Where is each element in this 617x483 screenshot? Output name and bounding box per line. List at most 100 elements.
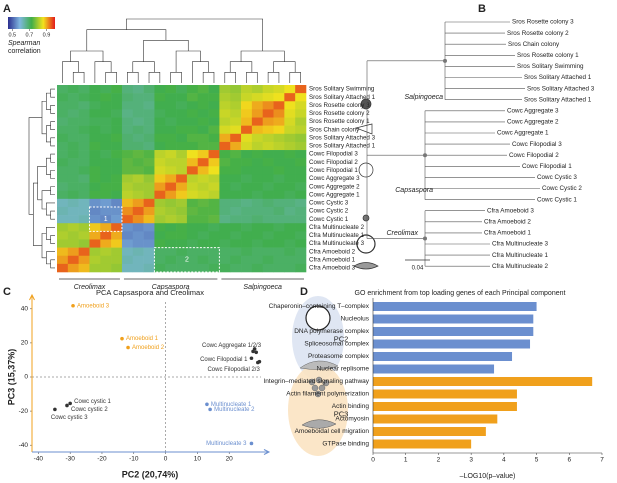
heatmap-cell (251, 125, 263, 135)
heatmap-cell (186, 190, 199, 200)
heatmap-cell (143, 158, 155, 167)
heatmap-cell (230, 247, 242, 257)
leaf-label: Cowc Cystic 2 (542, 185, 582, 192)
heatmap-cell (67, 231, 79, 240)
leaf-label: Cfra Amoeboid 3 (487, 207, 534, 214)
heatmap-cell (186, 125, 199, 135)
heatmap-cell (295, 190, 307, 200)
dendrogram (175, 50, 201, 73)
heatmap-cell (208, 158, 220, 167)
category-label: Actin filament polymerization (286, 391, 369, 398)
dendrogram (46, 202, 55, 216)
dendrogram (72, 72, 85, 83)
heatmap-cell (143, 174, 155, 183)
heatmap-cell (262, 133, 274, 143)
heatmap-cell (176, 109, 188, 118)
heatmap-cell (143, 117, 155, 126)
bar (373, 427, 486, 436)
heatmap-cell (57, 158, 69, 167)
category-label: Actomyosin (335, 416, 369, 423)
dendrogram (143, 40, 189, 62)
heatmap-cell (176, 223, 188, 232)
heatmap-cell (111, 158, 123, 167)
heatmap-cell (230, 93, 242, 102)
heatmap-cell (100, 141, 112, 151)
heatmap-cell (78, 109, 90, 118)
heatmap-cell (78, 239, 90, 248)
dendrogram (41, 233, 47, 259)
heatmap-cell (197, 255, 209, 265)
heatmap-cell (78, 117, 90, 126)
leaf-label: Cowc Cystic 3 (537, 174, 577, 181)
heatmap-cell (121, 223, 134, 232)
heatmap-cell (197, 101, 209, 110)
dendrogram (50, 186, 55, 196)
row-label: Cfra Multinucleate 1 (309, 232, 365, 239)
point (68, 401, 72, 406)
heatmap-cell (230, 190, 242, 200)
heatmap-cell (89, 93, 101, 102)
heatmap-cell (284, 85, 296, 94)
heatmap-cell (273, 239, 285, 248)
point (254, 350, 259, 355)
icon (354, 123, 373, 135)
category-label: DNA polymerase complex (294, 328, 370, 335)
heatmap-cell (154, 117, 166, 126)
heatmap-cell (262, 85, 274, 94)
heatmap-cell (100, 109, 112, 118)
heatmap-cell (67, 182, 79, 191)
heatmap-cell (89, 223, 101, 232)
heatmap-cell (165, 158, 177, 167)
heatmap-cell (143, 85, 155, 94)
row-label: Sros Rosette colony 3 (309, 102, 370, 109)
heatmap-cell (154, 231, 166, 240)
heatmap-cell (241, 263, 253, 273)
row-label: Cowc Aggregate 1 (309, 191, 360, 198)
heatmap-cell (219, 174, 231, 183)
heatmap-cell (295, 263, 307, 273)
x-axis (32, 449, 271, 455)
heatmap-cell (154, 198, 166, 208)
heatmap-cell (57, 133, 69, 143)
heatmap-cell (295, 174, 307, 183)
heatmap-cell (208, 166, 220, 175)
heatmap-cell (241, 182, 253, 191)
illustration (288, 296, 348, 456)
heatmap-cell (121, 101, 134, 110)
row-label: Cowc Aggregate 2 (309, 183, 360, 190)
point-label: Cowc cystic 2 (71, 407, 108, 413)
heatmap-cell (78, 150, 90, 159)
heatmap-cell (273, 141, 285, 151)
heatmap-cell (100, 206, 112, 216)
colorbar (8, 17, 55, 29)
heatmap-cell (111, 150, 123, 159)
point-label: Cowc Filopodial 1 (200, 357, 248, 363)
heatmap-cell (273, 166, 285, 175)
heatmap-cell (111, 239, 123, 248)
heatmap-cell (154, 101, 166, 110)
heatmap-cell (154, 223, 166, 232)
heatmap-cell (100, 182, 112, 191)
heatmap-cell (57, 206, 69, 216)
heatmap-cell (219, 215, 231, 224)
heatmap-cell (273, 255, 285, 265)
heatmap-cell (132, 133, 144, 143)
heatmap-cell (154, 85, 166, 94)
heatmap-cell (262, 239, 274, 248)
heatmap-cell (67, 93, 79, 102)
icon (360, 98, 372, 110)
heatmap-cell (143, 190, 155, 200)
heatmap-cell (284, 150, 296, 159)
x-tick-label: 5 (535, 457, 539, 464)
heatmap-cell (143, 223, 155, 232)
heatmap-cell (273, 85, 285, 94)
heatmap-cell (295, 223, 307, 232)
heatmap-cell (67, 141, 79, 151)
heatmap-cell (78, 247, 90, 257)
heatmap-cell (208, 263, 220, 273)
heatmap-cell (143, 101, 155, 110)
heatmap-cell (273, 190, 285, 200)
heatmap-cell (295, 125, 307, 135)
heatmap-cell (57, 247, 69, 257)
heatmap-cell (143, 166, 155, 175)
